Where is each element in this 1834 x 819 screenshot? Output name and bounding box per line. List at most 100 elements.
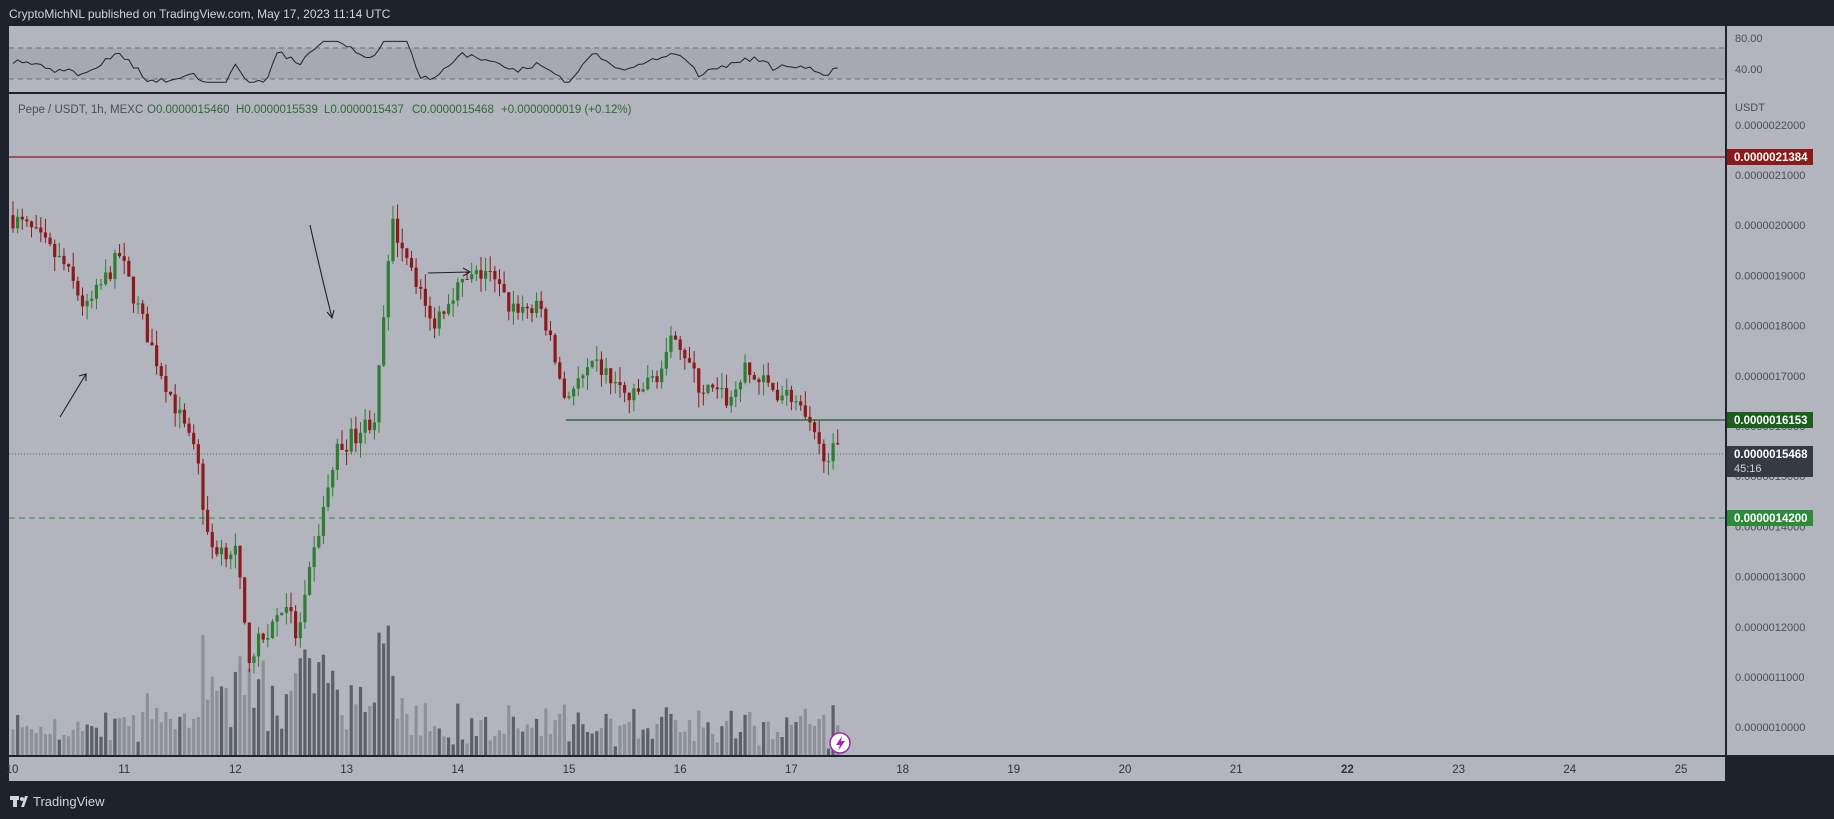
volume-bar (53, 719, 57, 755)
volume-bar (252, 707, 256, 755)
volume-bar (660, 716, 664, 755)
candle-body (465, 278, 469, 280)
volume-bar (29, 729, 34, 755)
candle-body (303, 594, 307, 623)
candle-body (613, 382, 617, 384)
candle-body (182, 409, 187, 424)
volume-bar (104, 712, 108, 755)
candle-body (720, 388, 724, 390)
volume-bar (48, 733, 52, 755)
volume-bar (474, 736, 478, 755)
candle-body (437, 311, 441, 329)
candle-body (836, 443, 840, 445)
volume-bar (363, 711, 367, 755)
candle-body (664, 351, 668, 369)
candle-body (497, 279, 502, 284)
volume-bar (122, 717, 126, 755)
candle-body (377, 365, 381, 423)
candle-body (67, 264, 71, 267)
volume-bar (544, 708, 548, 755)
candle-body (372, 422, 376, 431)
candle-body (358, 432, 363, 444)
candle-body (775, 389, 780, 401)
candle-body (266, 637, 270, 640)
candle-body (252, 656, 256, 664)
candle-body (99, 284, 103, 286)
time-tick-label: 24 (1563, 764, 1576, 776)
candle-body (256, 633, 261, 657)
volume-bar (196, 717, 200, 755)
volume-bar (687, 719, 692, 755)
volume-bar (516, 728, 520, 755)
candle-body (145, 313, 149, 343)
volume-bar (762, 722, 766, 755)
candle-body (136, 303, 140, 305)
candle-body (261, 633, 265, 640)
volume-bar (127, 725, 131, 755)
volume-bar (256, 679, 261, 755)
candle-body (701, 392, 705, 394)
lightning-icon[interactable] (829, 732, 851, 754)
volume-bar (20, 727, 24, 755)
candle-body (354, 428, 358, 444)
candle-body (131, 276, 136, 304)
volume-bar (113, 718, 117, 755)
candle-body (307, 567, 312, 595)
volume-bar (826, 748, 831, 755)
candle-body (94, 284, 98, 299)
candle-body (678, 339, 682, 350)
price-tick-label: 0.0000018000 (1735, 321, 1805, 333)
volume-bar (312, 693, 316, 755)
volume-bar (62, 734, 66, 755)
volume-bar (803, 708, 807, 755)
candle-body (585, 367, 590, 376)
candle-body (595, 359, 599, 361)
volume-bar (604, 713, 608, 755)
candle-body (317, 535, 321, 548)
candle-body (34, 227, 38, 229)
candle-body (219, 547, 224, 555)
support-label: 0.0000016153 (1734, 415, 1808, 427)
volume-bar (488, 740, 492, 755)
candle-body (572, 388, 576, 397)
volume-bar (117, 718, 122, 755)
candle-body (822, 443, 826, 462)
candle-body (766, 375, 770, 383)
volume-bar (377, 632, 381, 755)
candle-body (771, 382, 775, 390)
price-tick-label: 0.0000011000 (1735, 672, 1805, 684)
volume-bar (502, 733, 506, 755)
candle-body (39, 227, 43, 233)
countdown-label: 45:16 (1734, 463, 1762, 475)
volume-bar (280, 728, 284, 755)
candle-body (414, 267, 418, 287)
candle-body (789, 389, 793, 403)
volume-bar (493, 735, 497, 755)
candle-body (335, 443, 339, 470)
candle-body (762, 375, 766, 383)
volume-bar (289, 690, 293, 755)
candle-body (312, 547, 316, 568)
candle-body (534, 300, 539, 314)
volume-bar (539, 736, 543, 755)
volume-bar (57, 739, 61, 755)
candle-body (521, 306, 525, 313)
candle-body (738, 382, 743, 390)
time-tick-label: 11 (118, 764, 130, 776)
volume-bar (266, 731, 270, 755)
candle-body (187, 423, 191, 433)
candle-body (627, 392, 631, 401)
candle-body (395, 218, 400, 243)
candle-body (16, 216, 20, 229)
candle-body (650, 376, 654, 378)
volume-bar (775, 731, 780, 755)
support-label-bg (1727, 412, 1813, 428)
candle-body (743, 362, 747, 383)
volume-bar (39, 726, 43, 755)
candle-body (692, 362, 696, 369)
volume-bar (173, 729, 177, 755)
volume-bar (734, 738, 738, 755)
volume-bar (757, 745, 761, 755)
candle-body (80, 295, 85, 307)
